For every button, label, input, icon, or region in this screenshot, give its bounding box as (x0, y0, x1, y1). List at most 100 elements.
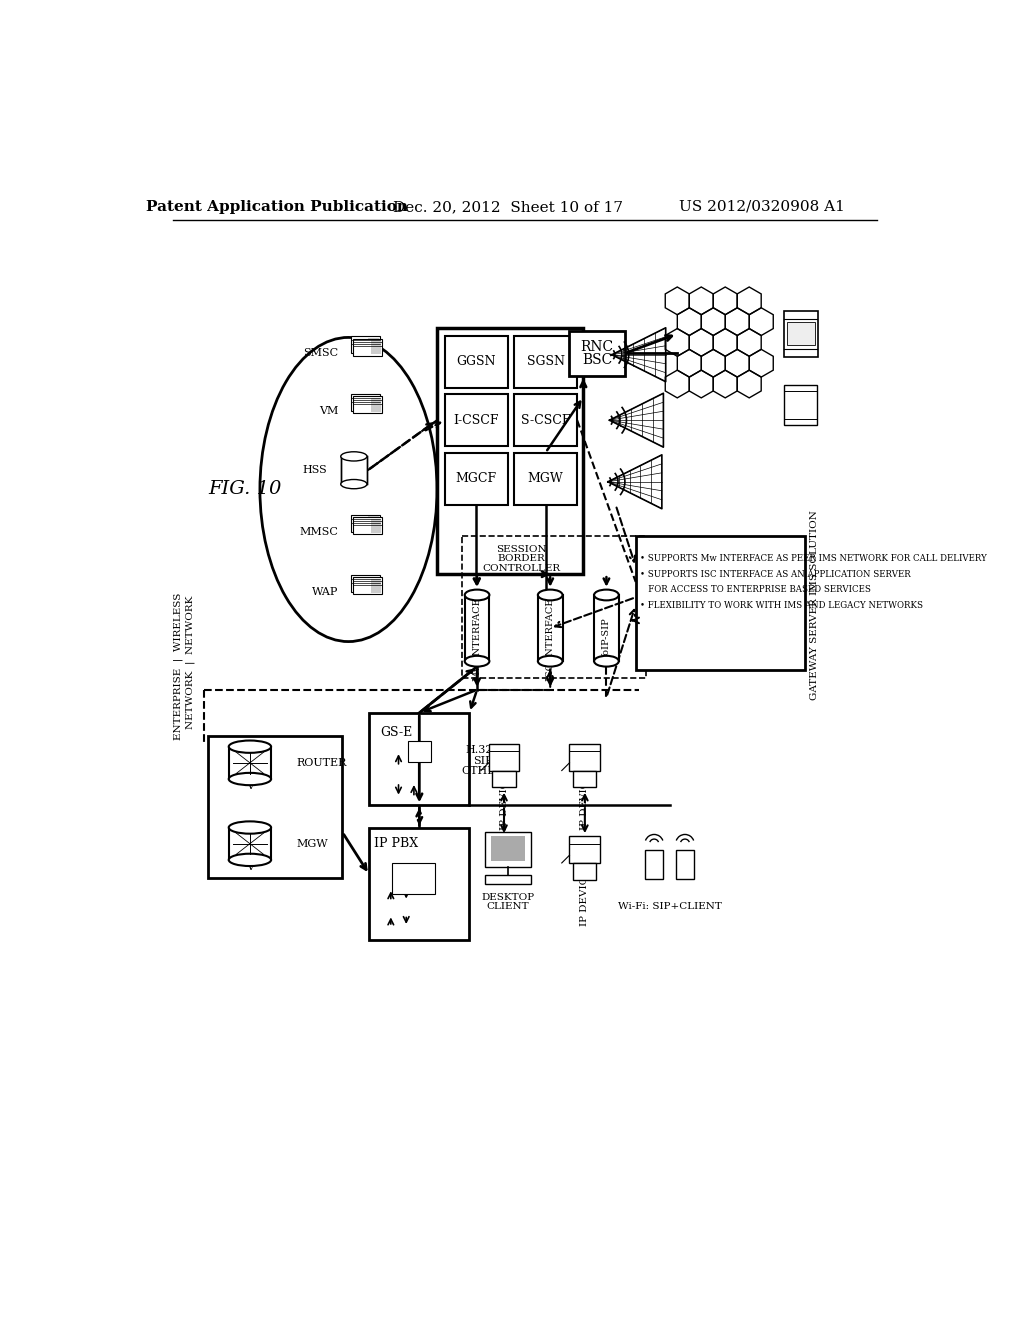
Bar (371, 519, 381, 532)
Bar (408, 741, 431, 762)
Ellipse shape (341, 479, 367, 488)
Ellipse shape (228, 741, 271, 752)
Bar (645, 850, 664, 879)
Bar (444, 335, 508, 388)
Text: BORDER: BORDER (498, 554, 546, 564)
Bar (444, 395, 508, 446)
Text: CLIENT: CLIENT (486, 903, 529, 911)
Text: GGSN: GGSN (457, 355, 496, 368)
Bar (465, 595, 489, 661)
Bar (569, 331, 625, 376)
Text: Mw INTERFACE: Mw INTERFACE (472, 598, 481, 681)
Text: V: V (246, 781, 254, 791)
Bar (484, 874, 531, 884)
Ellipse shape (228, 854, 271, 866)
Bar (369, 577, 379, 590)
Bar (676, 850, 694, 879)
Bar (371, 397, 381, 412)
Bar (392, 863, 435, 894)
Text: IP DEVICE: IP DEVICE (581, 772, 590, 830)
Bar (353, 339, 382, 355)
Ellipse shape (465, 590, 489, 601)
Bar (783, 312, 818, 358)
Bar (786, 322, 815, 345)
Text: V: V (246, 862, 254, 871)
Bar (437, 327, 584, 574)
Text: SIP: SIP (473, 755, 493, 766)
Text: IP DEVICE: IP DEVICE (500, 772, 509, 830)
Bar (514, 453, 578, 506)
Bar (410, 743, 429, 760)
Bar (514, 335, 578, 388)
Bar (573, 863, 596, 880)
Bar (396, 867, 431, 890)
Text: RNC: RNC (581, 341, 613, 354)
Text: S-CSCF: S-CSCF (521, 413, 570, 426)
Ellipse shape (341, 451, 367, 461)
Bar (569, 836, 600, 863)
Bar (569, 743, 600, 771)
Text: FOR ACCESS TO ENTERPRISE BASED SERVICES: FOR ACCESS TO ENTERPRISE BASED SERVICES (640, 585, 871, 594)
Text: MGCF: MGCF (456, 473, 497, 486)
Text: FIG. 10: FIG. 10 (208, 480, 282, 499)
Text: MGW: MGW (296, 838, 328, 849)
Bar (369, 396, 379, 409)
Ellipse shape (228, 774, 271, 785)
Bar (594, 595, 618, 661)
Bar (353, 396, 382, 413)
Text: I-CSCF: I-CSCF (454, 413, 499, 426)
Bar (636, 536, 805, 671)
Bar (351, 337, 380, 354)
Ellipse shape (228, 821, 271, 834)
Ellipse shape (538, 656, 562, 667)
Text: • SUPPORTS ISC INTERFACE AS AN APPLICATION SERVER: • SUPPORTS ISC INTERFACE AS AN APPLICATI… (640, 570, 911, 578)
Bar (784, 385, 816, 425)
Ellipse shape (594, 656, 618, 667)
Bar (514, 395, 578, 446)
Bar (444, 453, 508, 506)
Bar (353, 577, 382, 594)
Bar (208, 737, 342, 878)
Text: DESKTOP: DESKTOP (481, 894, 535, 902)
Text: NETWORK  |  NETWORK: NETWORK | NETWORK (186, 597, 196, 730)
Text: CONTROLLER: CONTROLLER (482, 564, 561, 573)
Bar (488, 743, 519, 771)
Bar (351, 515, 380, 532)
Ellipse shape (594, 590, 618, 601)
Text: ISC INTERFACE: ISC INTERFACE (546, 598, 555, 681)
Bar (353, 517, 382, 535)
Bar (573, 771, 596, 788)
Text: • FLEXIBILITY TO WORK WITH IMS AND LEGACY NETWORKS: • FLEXIBILITY TO WORK WITH IMS AND LEGAC… (640, 601, 924, 610)
Text: GATEWAY SERVER IMS SOLUTION: GATEWAY SERVER IMS SOLUTION (810, 510, 819, 700)
Bar (371, 578, 381, 593)
Bar (493, 771, 515, 788)
Bar (229, 828, 271, 859)
Text: IP DEVICE: IP DEVICE (581, 869, 590, 927)
Bar (484, 832, 531, 867)
Text: ROUTER: ROUTER (296, 758, 346, 768)
Text: HSS: HSS (302, 465, 327, 475)
Text: OTHER: OTHER (461, 767, 504, 776)
Ellipse shape (538, 590, 562, 601)
Text: SMSC: SMSC (303, 348, 339, 358)
Bar (371, 341, 381, 354)
Bar (490, 836, 525, 862)
Text: ENTERPRISE  |  WIRELESS: ENTERPRISE | WIRELESS (173, 593, 183, 741)
Ellipse shape (260, 338, 437, 642)
Text: VM: VM (319, 407, 339, 416)
Bar (538, 595, 562, 661)
Text: US 2012/0320908 A1: US 2012/0320908 A1 (679, 199, 845, 214)
Text: Dec. 20, 2012  Sheet 10 of 17: Dec. 20, 2012 Sheet 10 of 17 (393, 199, 623, 214)
Bar (351, 395, 380, 411)
Text: SESSION: SESSION (497, 545, 547, 554)
Text: GS-E: GS-E (380, 726, 413, 739)
Bar (351, 576, 380, 591)
Bar (370, 829, 469, 940)
Text: WAP: WAP (312, 587, 339, 597)
Bar (369, 338, 379, 351)
Text: MGW: MGW (527, 473, 563, 486)
Text: H.323: H.323 (465, 744, 500, 755)
Bar (370, 713, 469, 805)
Text: • SUPPORTS Mw INTERFACE AS PEER IMS NETWORK FOR CALL DELIVERY: • SUPPORTS Mw INTERFACE AS PEER IMS NETW… (640, 554, 987, 564)
Text: Patent Application Publication: Patent Application Publication (145, 199, 408, 214)
